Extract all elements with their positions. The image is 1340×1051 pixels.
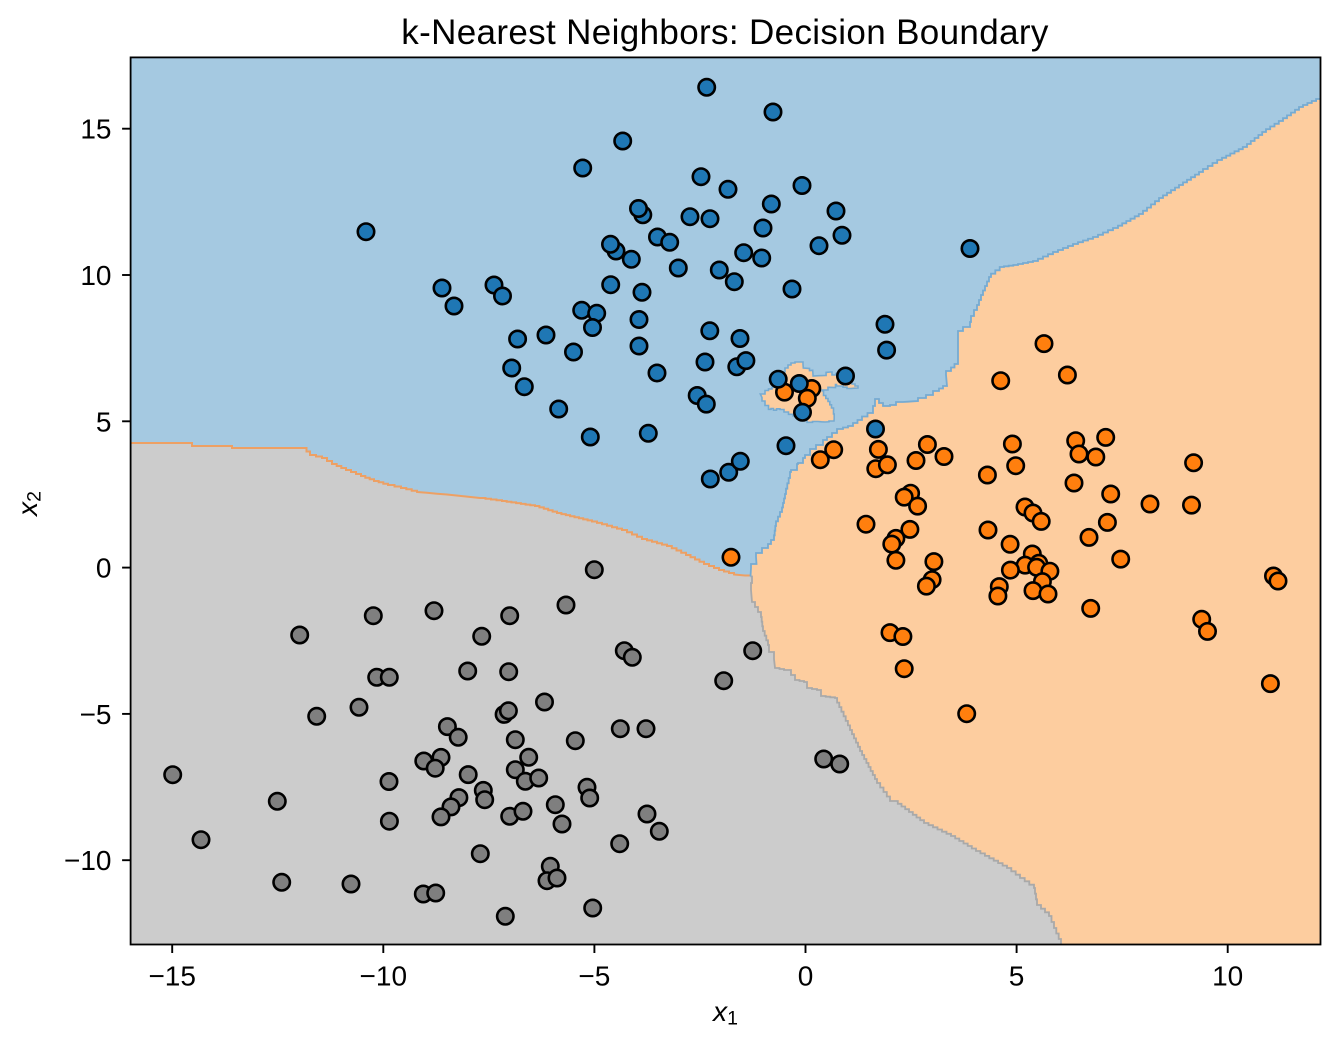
svg-text:0: 0: [798, 961, 814, 992]
svg-text:k-Nearest Neighbors: Decision: k-Nearest Neighbors: Decision Boundary: [401, 13, 1049, 52]
svg-text:5: 5: [96, 406, 112, 437]
svg-text:5: 5: [1009, 961, 1025, 992]
svg-text:15: 15: [80, 114, 111, 145]
svg-text:−10: −10: [360, 961, 408, 992]
svg-text:−15: −15: [148, 961, 196, 992]
svg-text:−5: −5: [578, 961, 610, 992]
svg-text:10: 10: [1212, 961, 1243, 992]
svg-text:0: 0: [96, 553, 112, 584]
svg-text:−10: −10: [64, 845, 112, 876]
svg-text:−5: −5: [80, 699, 112, 730]
svg-text:10: 10: [80, 260, 111, 291]
